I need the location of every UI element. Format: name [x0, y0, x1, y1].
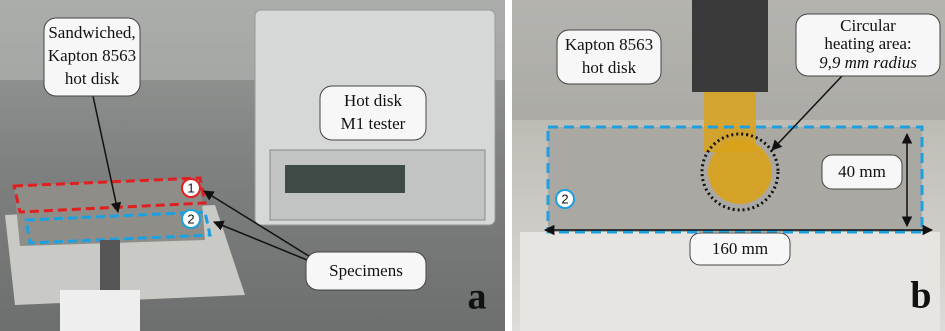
label-line: hot disk	[582, 58, 637, 77]
label-line: heating area:	[824, 34, 911, 53]
label-line: Kapton 8563	[565, 35, 653, 54]
label-line: 9,9 mm radius	[819, 53, 917, 72]
tester-display	[285, 165, 405, 193]
label-line: M1 tester	[341, 114, 406, 133]
marker-label: 2	[187, 211, 194, 226]
marker-label: 2	[561, 191, 568, 206]
foam-support	[60, 290, 140, 331]
label-line: 40 mm	[838, 162, 886, 181]
label-line: Hot disk	[344, 91, 403, 110]
panel-letter: a	[468, 276, 487, 318]
figure: 1 2 Sandwiched, Kapton 8563 hot disk Hot…	[0, 0, 945, 331]
probe-holder	[692, 0, 768, 92]
sensor-disk	[708, 140, 772, 204]
specimen-stack	[14, 178, 205, 246]
label-line: 160 mm	[712, 239, 768, 258]
marker-label: 1	[187, 180, 194, 195]
panel-b: 2 Kapton 8563 hot disk Circular heating …	[512, 0, 945, 331]
panel-a: 1 2 Sandwiched, Kapton 8563 hot disk Hot…	[0, 0, 505, 331]
label-line: Kapton 8563	[48, 46, 136, 65]
label-line: Sandwiched,	[48, 23, 135, 42]
panel-letter: b	[910, 275, 931, 317]
label-line: Specimens	[329, 261, 403, 280]
label-line: Circular	[840, 16, 896, 35]
label-line: hot disk	[65, 69, 120, 88]
